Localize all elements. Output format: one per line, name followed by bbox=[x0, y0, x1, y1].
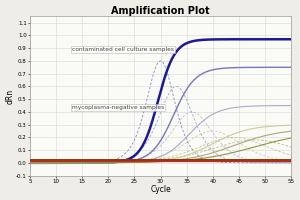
Y-axis label: dRn: dRn bbox=[6, 88, 15, 104]
Text: mycoplasma-negative samples: mycoplasma-negative samples bbox=[72, 105, 164, 110]
Title: Amplification Plot: Amplification Plot bbox=[111, 6, 210, 16]
X-axis label: Cycle: Cycle bbox=[150, 185, 171, 194]
Text: contaminated cell culture samples: contaminated cell culture samples bbox=[72, 47, 174, 52]
